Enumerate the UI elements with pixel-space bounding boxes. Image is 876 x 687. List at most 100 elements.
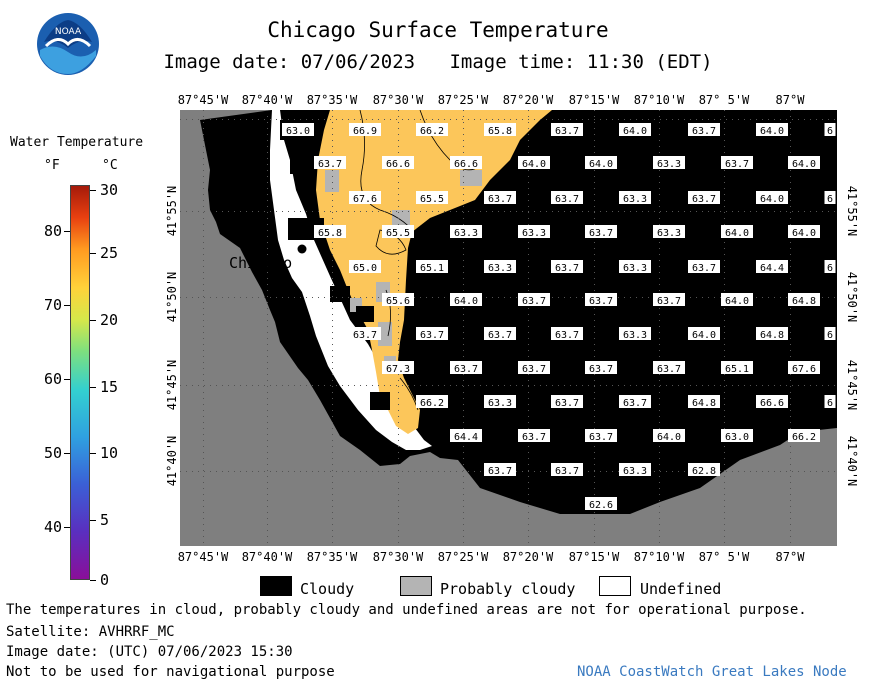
temp-label-bg xyxy=(349,327,381,340)
grid-dot-v2 xyxy=(332,314,333,315)
grid-dot-h4 xyxy=(660,471,661,472)
grid-dot-v5 xyxy=(528,506,529,507)
grid-dot-h3 xyxy=(834,385,835,386)
grid-dot-v1 xyxy=(267,194,268,195)
grid-dot-v3 xyxy=(398,242,399,243)
grid-dot-h1 xyxy=(672,211,673,212)
grid-dot-h0 xyxy=(624,119,625,120)
grid-dot-v7 xyxy=(659,182,660,183)
grid-dot-v8 xyxy=(724,110,725,111)
grid-dot-h3 xyxy=(828,385,829,386)
grid-dot-v2 xyxy=(332,416,333,417)
temp-label: 65.8 xyxy=(484,123,516,137)
grid-dot-h3 xyxy=(186,385,187,386)
grid-dot-v0 xyxy=(203,176,204,177)
grid-dot-v0 xyxy=(203,110,204,111)
grid-dot-h4 xyxy=(678,471,679,472)
grid-dot-v0 xyxy=(203,422,204,423)
grid-dot-v7 xyxy=(659,536,660,537)
grid-dot-v3 xyxy=(398,254,399,255)
grid-dot-v7 xyxy=(659,494,660,495)
scale-tick-c: 30 xyxy=(100,181,119,199)
temperature-labels: 63.0 66.9 66.2 65.8 63.7 64.0 63.7 64.0 6 63.7 66.… xyxy=(282,123,836,511)
temp-label: 63.7 xyxy=(653,293,685,307)
grid-dot-h4 xyxy=(534,471,535,472)
grid-dot-v5 xyxy=(528,398,529,399)
temp-label-text: 63.7 xyxy=(555,126,579,137)
grid-dot-h3 xyxy=(642,385,643,386)
lat-label-left-0: 41°55'N xyxy=(165,185,179,237)
grid-dot-v2 xyxy=(332,446,333,447)
grid-dot-v9 xyxy=(790,284,791,285)
grid-dot-h3 xyxy=(546,385,547,386)
grid-dot-h4 xyxy=(270,471,271,472)
grid-dot-v1 xyxy=(267,470,268,471)
temp-label-bg xyxy=(788,293,820,306)
grid-dot-v9 xyxy=(790,398,791,399)
temp-label-bg xyxy=(788,156,820,169)
grid-dot-v5 xyxy=(528,392,529,393)
grid-dot-h0 xyxy=(750,119,751,120)
grid-dot-h4 xyxy=(804,471,805,472)
grid-dot-h0 xyxy=(348,119,349,120)
grid-dot-v9 xyxy=(790,464,791,465)
grid-dot-v0 xyxy=(203,272,204,273)
grid-dot-v7 xyxy=(659,482,660,483)
grid-dot-h1 xyxy=(198,211,199,212)
grid-dot-h4 xyxy=(774,471,775,472)
grid-dot-v5 xyxy=(528,374,529,375)
grid-dot-v5 xyxy=(528,470,529,471)
temp-label-text: 66.2 xyxy=(792,432,816,443)
grid-dot-v0 xyxy=(203,350,204,351)
grid-dot-v7 xyxy=(659,470,660,471)
grid-dot-v0 xyxy=(203,500,204,501)
grid-dot-h0 xyxy=(432,119,433,120)
grid-dot-h1 xyxy=(774,211,775,212)
grid-dot-h2 xyxy=(228,297,229,298)
grid-dot-v0 xyxy=(203,506,204,507)
grid-dot-h0 xyxy=(684,119,685,120)
grid-dot-v7 xyxy=(659,476,660,477)
temp-label-text: 64.0 xyxy=(792,228,816,239)
temp-label: 6 xyxy=(824,123,836,137)
temp-label-text: 63.0 xyxy=(725,432,749,443)
grid-dot-h1 xyxy=(330,211,331,212)
grid-dot-v4 xyxy=(463,128,464,129)
lon-label-top-7: 87°10'W xyxy=(633,93,685,107)
grid-dot-v7 xyxy=(659,416,660,417)
grid-dot-v1 xyxy=(267,380,268,381)
grid-dot-h2 xyxy=(246,297,247,298)
temp-label: 63.7 xyxy=(484,327,516,341)
grid-dot-h1 xyxy=(588,211,589,212)
grid-dot-h2 xyxy=(222,297,223,298)
temp-label-bg xyxy=(551,191,583,204)
grid-dot-h1 xyxy=(552,211,553,212)
grid-dot-v3 xyxy=(398,524,399,525)
grid-dot-v6 xyxy=(594,152,595,153)
grid-dot-h1 xyxy=(618,211,619,212)
grid-dot-h0 xyxy=(618,119,619,120)
temp-label: 63.7 xyxy=(551,191,583,205)
grid-dot-h4 xyxy=(330,471,331,472)
grid-dot-v6 xyxy=(594,278,595,279)
grid-dot-v5 xyxy=(528,476,529,477)
grid-dot-v5 xyxy=(528,242,529,243)
grid-dot-v8 xyxy=(724,410,725,411)
grid-dot-v4 xyxy=(463,530,464,531)
grid-dot-v0 xyxy=(203,446,204,447)
temp-label: 6 xyxy=(824,395,836,409)
temp-label-bg xyxy=(653,361,685,374)
grid-dot-v7 xyxy=(659,134,660,135)
grid-dot-v4 xyxy=(463,410,464,411)
grid-dot-h3 xyxy=(180,385,181,386)
grid-dot-v7 xyxy=(659,224,660,225)
grid-dot-v7 xyxy=(659,152,660,153)
grid-dot-h3 xyxy=(306,385,307,386)
temp-label: 63.3 xyxy=(619,463,651,477)
grid-dot-h3 xyxy=(654,385,655,386)
grid-dot-v9 xyxy=(790,254,791,255)
grid-dot-v3 xyxy=(398,260,399,261)
grid-dot-h1 xyxy=(336,211,337,212)
grid-dot-h3 xyxy=(318,385,319,386)
grid-dot-h0 xyxy=(696,119,697,120)
